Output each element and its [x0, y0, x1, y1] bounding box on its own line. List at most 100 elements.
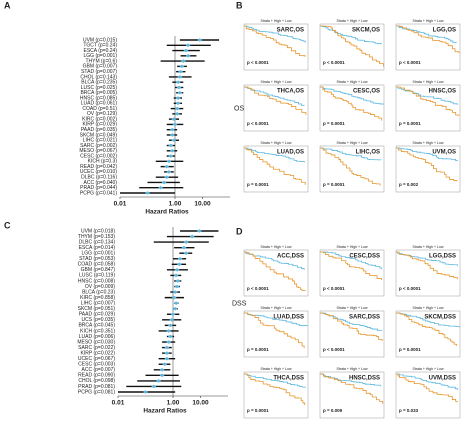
km-legend: Strata + High + Low	[261, 19, 292, 23]
row-label: PRAD (p=0.044)	[80, 185, 117, 191]
row-label: LGG (p=0.001)	[82, 251, 116, 257]
km-pvalue: p = 0.0001	[399, 347, 421, 352]
km-title: UVM,DSS	[429, 376, 456, 382]
km-pvalue: p < 0.0001	[323, 286, 345, 291]
km-pvalue: p < 0.0001	[323, 347, 345, 352]
hazard-ratio	[183, 240, 189, 244]
hazard-ratio	[175, 80, 181, 85]
km-pvalue: p = 0.0001	[247, 347, 269, 352]
row-label: MESO (p=0.067)	[79, 148, 117, 154]
km-frame	[243, 84, 309, 132]
row-label: HNSC (p=0.008)	[78, 278, 115, 284]
km-curve	[396, 312, 458, 346]
hazard-ratio	[156, 379, 162, 383]
hazard-ratio	[167, 323, 173, 328]
row-label: SARC (p=0.022)	[78, 345, 115, 351]
km-legend: Strata + High + Low	[413, 80, 444, 84]
km-curve	[396, 86, 458, 105]
hazard-ratio	[176, 262, 182, 267]
km-curve	[244, 147, 305, 163]
km-pvalue: p = 0.0001	[247, 408, 269, 413]
km-curve	[320, 25, 384, 67]
row-label: PCPG (p=0.081)	[78, 389, 115, 395]
hazard-ratio	[162, 362, 168, 367]
km-title: SKCM,DSS	[424, 315, 456, 321]
km-frame	[243, 145, 309, 193]
km-curve	[320, 373, 381, 387]
km-pvalue: p = 0.033	[399, 408, 419, 413]
hazard-ratio	[166, 170, 172, 174]
km-curve	[244, 25, 306, 57]
km-title: LGG,OS	[433, 28, 456, 34]
row-label: PCPG (p=0.041)	[80, 190, 117, 196]
hazard-ratio	[166, 159, 172, 164]
km-pvalue: p = 0.0001	[323, 182, 345, 187]
x-tick-label: 0.01	[114, 201, 127, 208]
km-title: ACC,DSS	[277, 254, 304, 260]
km-pvalue: p = 0.0001	[247, 182, 269, 187]
hazard-ratio	[145, 191, 150, 195]
km-curve	[396, 147, 458, 182]
row-label: LUSC (p=0.119)	[79, 273, 115, 279]
hazard-ratio	[189, 234, 195, 239]
side-label: DSS	[232, 300, 247, 307]
km-curve	[320, 86, 382, 121]
km-title: THCA,DSS	[273, 376, 304, 382]
row-label: KIRC (p=0.002)	[82, 116, 117, 122]
km-title: HNSC,DSS	[349, 376, 380, 382]
panel-label: B	[236, 0, 243, 10]
row-label: SKCM (p=0.051)	[78, 306, 116, 312]
row-label: STAD (p=0.053)	[79, 256, 115, 262]
x-tick-label: 10.00	[192, 400, 209, 407]
hazard-ratio	[179, 64, 185, 69]
hazard-ratio	[178, 69, 184, 74]
km-frame	[243, 310, 309, 358]
km-pvalue: p < 0.0001	[247, 286, 269, 291]
hazard-ratio	[170, 312, 176, 317]
km-legend: Strata + High + Low	[337, 306, 368, 310]
km-pvalue: p = 0.002	[399, 182, 419, 187]
hazard-ratio	[161, 180, 167, 185]
hazard-ratio	[174, 284, 180, 289]
hazard-ratio	[164, 345, 170, 350]
row-label: UVM (p=0.015)	[83, 37, 117, 43]
km-frame	[243, 23, 309, 71]
hazard-ratio	[159, 373, 165, 378]
hazard-ratio	[169, 318, 175, 322]
km-legend: Strata + High + Low	[337, 245, 368, 249]
km-title: LUAD,DSS	[273, 315, 304, 321]
km-legend: Strata + High + Low	[261, 245, 292, 249]
km-legend: Strata + High + Low	[413, 141, 444, 145]
km-frame	[319, 371, 385, 419]
hazard-ratio	[166, 329, 172, 333]
hazard-ratio	[167, 334, 173, 339]
hazard-ratio	[175, 96, 181, 100]
km-legend: Strata + High + Low	[261, 80, 292, 84]
km-legend: Strata + High + Low	[413, 245, 444, 249]
hazard-ratio	[185, 43, 191, 48]
panel-label: D	[236, 226, 243, 236]
hazard-ratio	[183, 48, 189, 53]
km-pvalue: p < 0.0001	[399, 286, 421, 291]
hazard-ratio	[175, 279, 181, 283]
hazard-ratio	[169, 127, 175, 132]
x-tick-label: 1.00	[167, 400, 180, 407]
row-label: TGCT (p=0.24)	[83, 43, 117, 49]
row-label: UCEC (p=0.010)	[80, 169, 117, 175]
hazard-ratio	[166, 340, 172, 344]
hazard-ratio	[173, 301, 179, 305]
km-legend: Strata + High + Low	[413, 19, 444, 23]
km-frame	[395, 249, 461, 297]
hazard-ratio	[164, 175, 170, 179]
hazard-ratio	[175, 101, 181, 106]
row-label: KIRP (p=0.022)	[80, 350, 115, 356]
km-curve	[396, 251, 458, 280]
row-label: DLBC (p=0.134)	[79, 239, 116, 245]
km-curve	[396, 312, 460, 328]
hazard-ratio	[196, 229, 202, 233]
km-frame	[319, 84, 385, 132]
km-curve	[396, 373, 458, 403]
row-label: ESCA (p=0.24)	[84, 48, 118, 54]
row-label: SARC (p=0.002)	[80, 143, 117, 149]
row-label: UCEC (p=0.067)	[78, 356, 115, 362]
